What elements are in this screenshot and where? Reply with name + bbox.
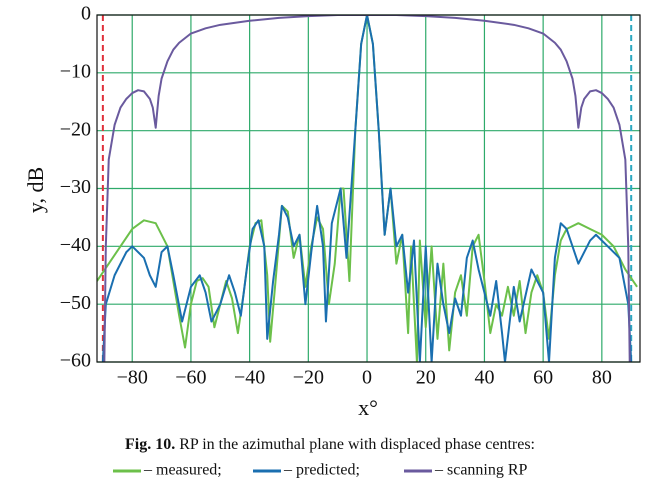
x-tick-label: −20 [293,367,324,389]
caption: Fig. 10. RP in the azimuthal plane with … [125,436,535,453]
y-tick-label: −20 [60,118,91,140]
x-tick-label: −80 [117,367,148,389]
x-tick-label: −60 [175,367,206,389]
y-tick-label: −40 [60,234,91,256]
x-axis-label: x° [358,395,378,420]
x-tick-label: 60 [533,367,553,389]
y-tick-label: −30 [60,176,91,198]
x-tick-label: 80 [592,367,612,389]
y-tick-label: 0 [81,3,91,25]
legend-label: – predicted; [283,462,360,479]
plot-frame [96,14,641,363]
y-tick-label: −60 [60,350,91,372]
legend-label: – measured; [143,462,222,479]
x-tick-label: −40 [234,367,265,389]
x-tick-label: 40 [474,367,494,389]
y-tick-label: −50 [60,292,91,314]
series-line [101,15,633,362]
x-tick-label: 20 [416,367,436,389]
y-axis-label: y, dB [23,167,48,213]
plot-area [96,14,641,363]
caption-label: Fig. 10. [125,436,175,453]
caption-text: RP in the azimuthal plane with displaced… [179,436,535,453]
legend: – measured; – predicted; – scanning RP [113,462,528,479]
series-line [103,15,631,362]
legend-label: – scanning RP [434,462,528,479]
x-tick-label: 0 [362,367,372,389]
y-tick-label: −10 [60,60,91,82]
